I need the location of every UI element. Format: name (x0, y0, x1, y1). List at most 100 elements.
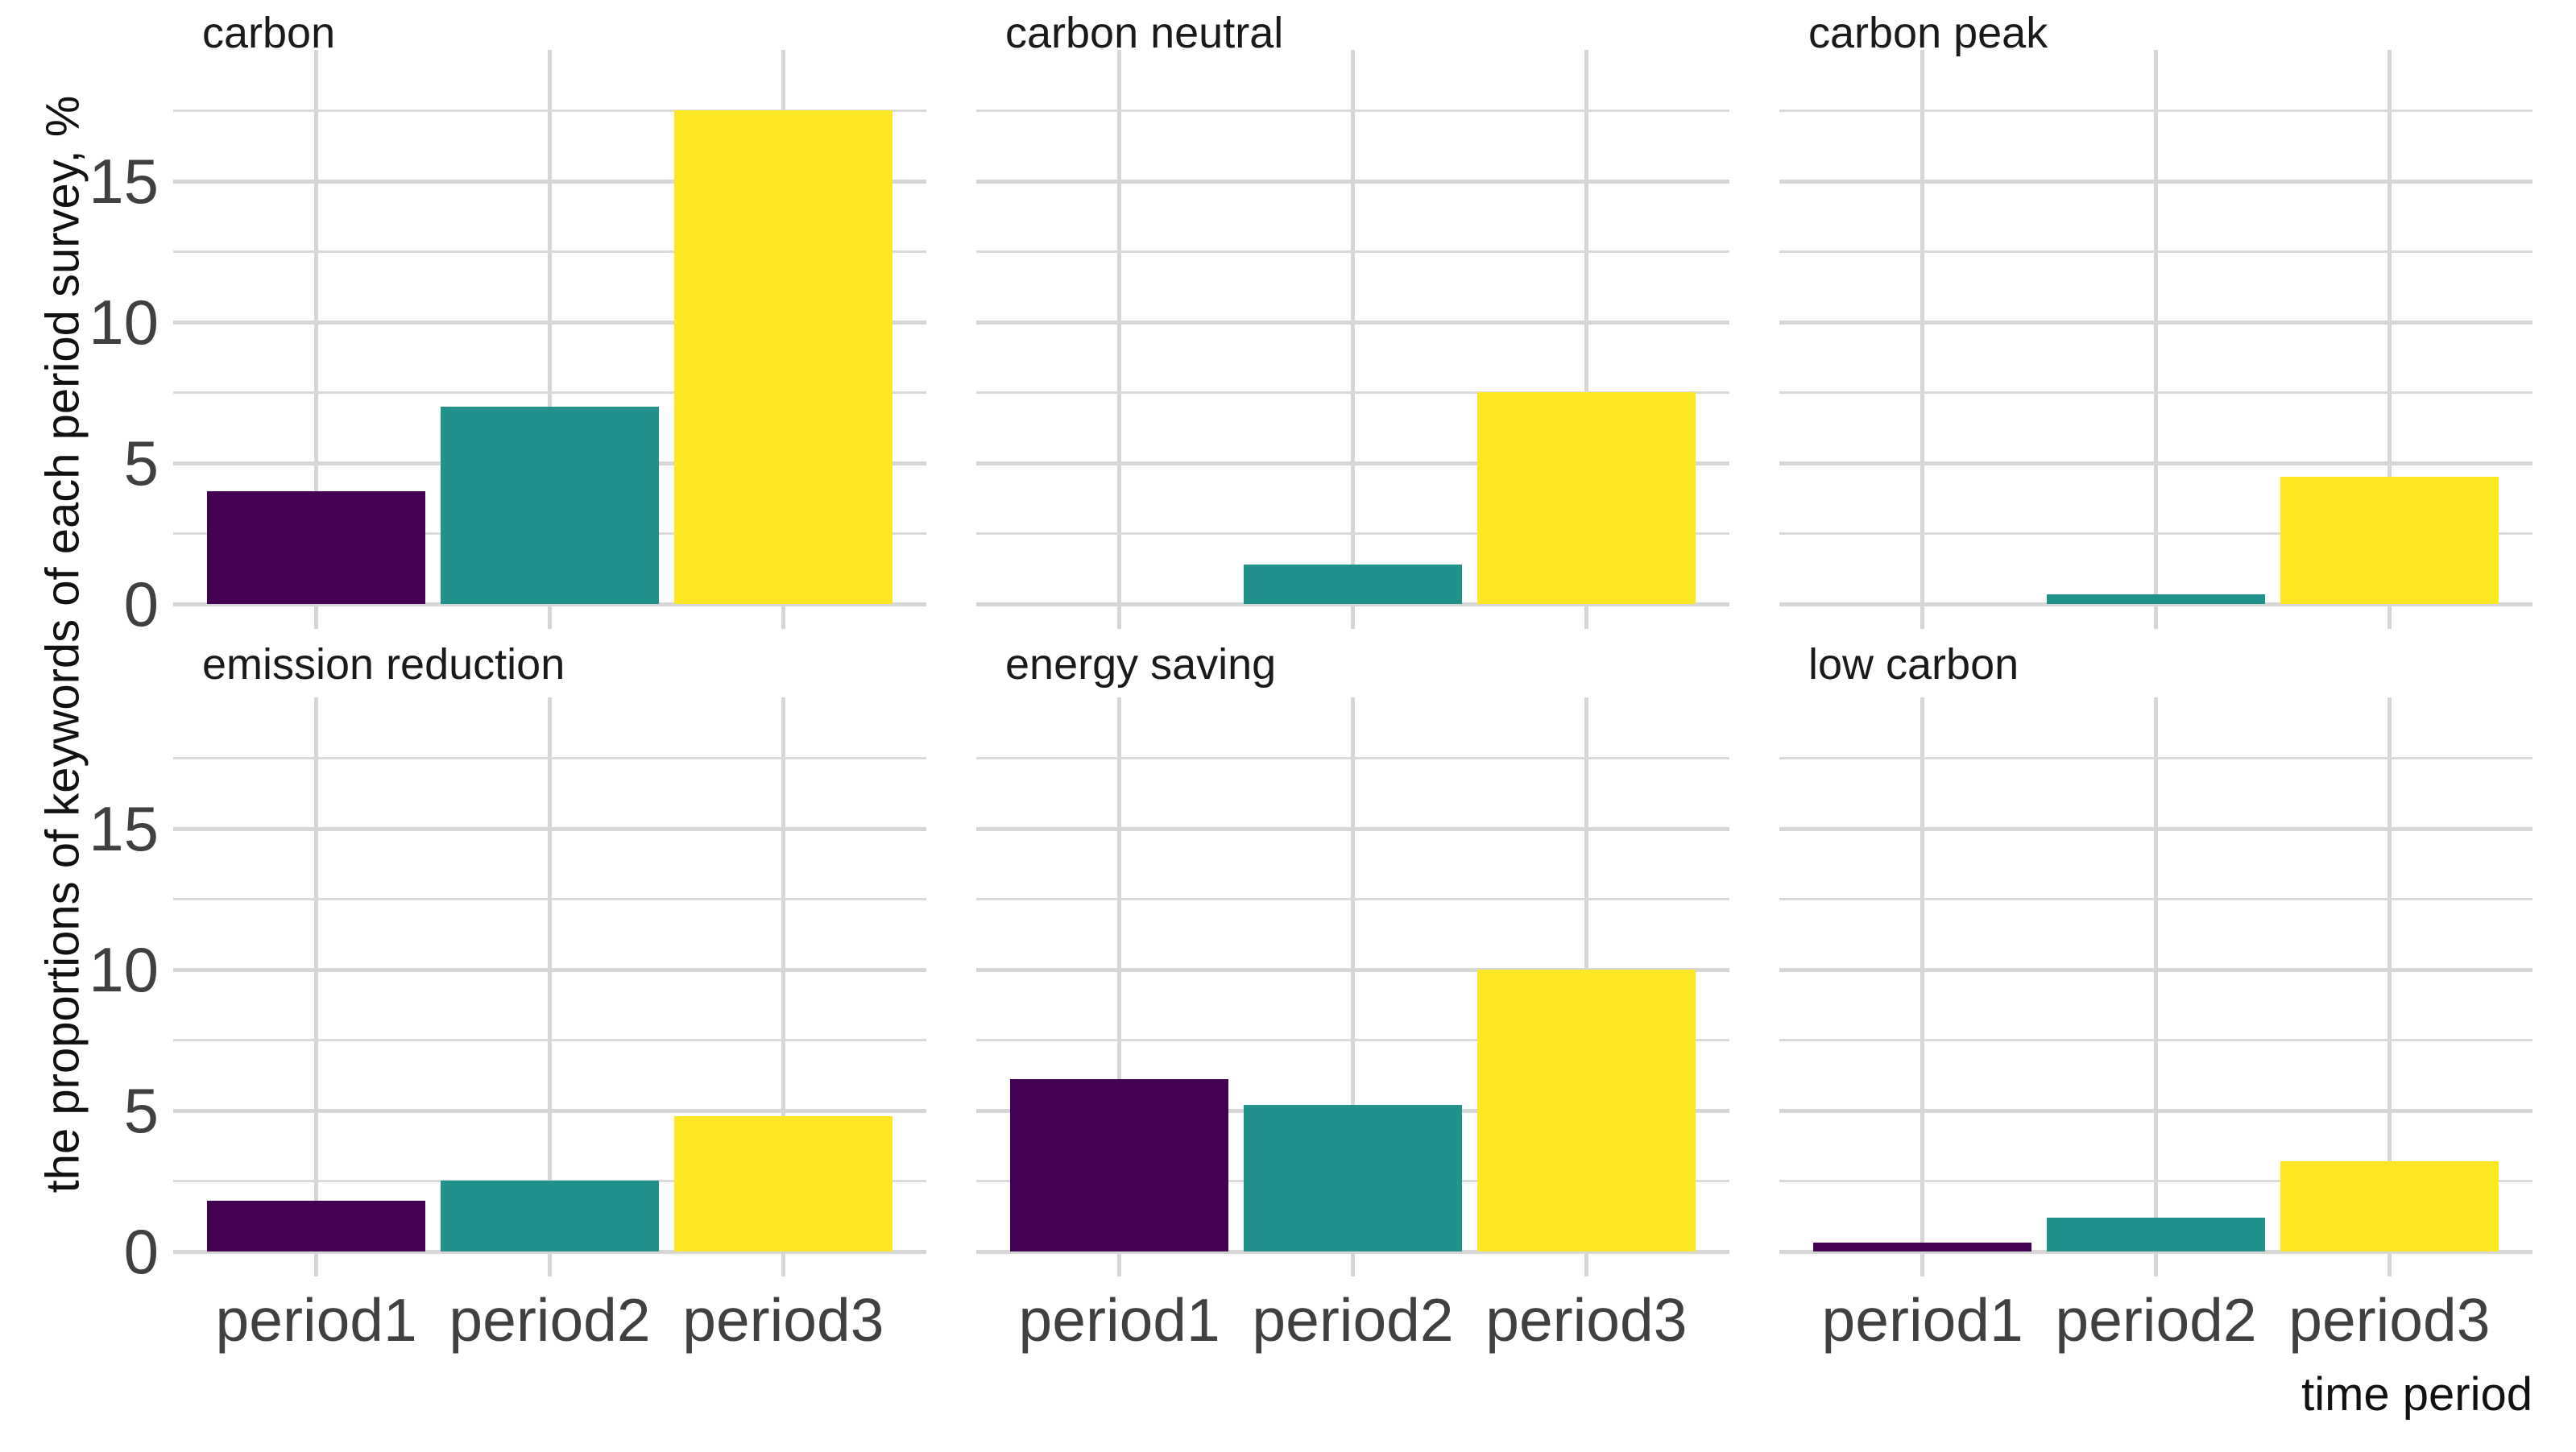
gridline-major (976, 826, 1729, 831)
gridline-vertical (2154, 697, 2158, 1276)
y-tick-label: 5 (123, 1075, 159, 1146)
gridline-major (1779, 179, 2533, 184)
bar-period1 (207, 491, 426, 604)
gridline-major (1779, 602, 2533, 606)
gridline-minor (173, 757, 926, 759)
gridline-vertical (314, 50, 319, 629)
bar-period1 (207, 1201, 426, 1251)
x-tick-label: period1 (1018, 1286, 1220, 1354)
gridline-minor (976, 391, 1729, 394)
bar-period3 (1476, 970, 1696, 1251)
bar-period2 (1244, 1105, 1462, 1251)
gridline-major (173, 320, 926, 325)
facet-panel (173, 697, 926, 1276)
facet-strip-title: low carbon (1808, 640, 2019, 689)
bar-period3 (1476, 392, 1696, 604)
gridline-minor (1779, 898, 2533, 900)
gridline-vertical (1920, 50, 1925, 629)
gridline-minor (173, 250, 926, 253)
gridline-minor (173, 1039, 926, 1041)
bar-period2 (441, 407, 659, 604)
gridline-minor (976, 757, 1729, 759)
bar-period2 (441, 1181, 659, 1251)
x-tick-label: period3 (2288, 1286, 2491, 1354)
gridline-major (173, 1108, 926, 1113)
bar-period3 (2280, 1161, 2499, 1251)
gridline-major (976, 1249, 1729, 1254)
gridline-minor (976, 898, 1729, 900)
x-axis-title: time period (2301, 1368, 2533, 1421)
gridline-minor (976, 532, 1729, 535)
facet-panel (976, 50, 1729, 629)
gridline-major (173, 602, 926, 606)
gridline-minor (1779, 250, 2533, 253)
gridline-major (173, 179, 926, 184)
x-tick-label: period3 (1485, 1286, 1688, 1354)
gridline-major (976, 967, 1729, 972)
facet-panel (173, 50, 926, 629)
gridline-vertical (548, 50, 552, 629)
gridline-vertical (781, 697, 785, 1276)
facet-panel (1779, 50, 2533, 629)
gridline-minor (976, 250, 1729, 253)
gridline-major (1779, 1249, 2533, 1254)
bar-period2 (1244, 565, 1462, 604)
gridline-vertical (1584, 50, 1588, 629)
bar-period1 (1010, 1079, 1229, 1251)
gridline-major (173, 967, 926, 972)
x-tick-label: period2 (1252, 1286, 1454, 1354)
gridline-major (1779, 320, 2533, 325)
gridline-minor (173, 898, 926, 900)
facet-panel (976, 697, 1729, 1276)
y-tick-label: 10 (89, 287, 159, 358)
facet-strip-title: carbon (202, 9, 336, 57)
gridline-vertical (1351, 697, 1355, 1276)
gridline-minor (1779, 110, 2533, 112)
gridline-minor (173, 110, 926, 112)
gridline-vertical (2387, 50, 2392, 629)
gridline-major (976, 179, 1729, 184)
gridline-minor (1779, 1039, 2533, 1041)
gridline-major (976, 602, 1729, 606)
y-tick-label: 15 (89, 793, 159, 864)
bar-period2 (2047, 1218, 2265, 1251)
gridline-vertical (1920, 697, 1925, 1276)
bar-period3 (673, 1116, 892, 1251)
bar-period2 (2047, 594, 2265, 604)
x-tick-label: period1 (215, 1286, 417, 1354)
y-axis-title: the proportions of keywords of each peri… (36, 95, 89, 1193)
x-tick-label: period3 (682, 1286, 884, 1354)
y-tick-label: 0 (123, 1216, 159, 1287)
bar-period3 (2280, 477, 2499, 604)
gridline-major (173, 1249, 926, 1254)
gridline-vertical (314, 697, 319, 1276)
gridline-minor (976, 1039, 1729, 1041)
x-tick-label: period1 (1821, 1286, 2023, 1354)
gridline-vertical (2387, 697, 2392, 1276)
gridline-minor (1779, 757, 2533, 759)
gridline-vertical (1117, 697, 1122, 1276)
y-tick-label: 10 (89, 934, 159, 1005)
gridline-major (976, 320, 1729, 325)
bar-period3 (673, 110, 892, 604)
gridline-minor (1779, 532, 2533, 535)
gridline-vertical (1351, 50, 1355, 629)
gridline-vertical (548, 697, 552, 1276)
gridline-major (1779, 461, 2533, 465)
gridline-major (976, 461, 1729, 465)
facet-panel (1779, 697, 2533, 1276)
facet-strip-title: carbon peak (1808, 9, 2048, 57)
bar-period1 (1813, 1243, 2032, 1251)
gridline-vertical (1117, 50, 1122, 629)
facet-strip-title: carbon neutral (1005, 9, 1284, 57)
facet-strip-title: emission reduction (202, 640, 565, 689)
gridline-vertical (2154, 50, 2158, 629)
gridline-major (1779, 826, 2533, 831)
x-tick-label: period2 (449, 1286, 651, 1354)
gridline-minor (1779, 391, 2533, 394)
gridline-major (173, 826, 926, 831)
gridline-major (1779, 967, 2533, 972)
y-tick-label: 15 (89, 146, 159, 217)
gridline-minor (976, 110, 1729, 112)
